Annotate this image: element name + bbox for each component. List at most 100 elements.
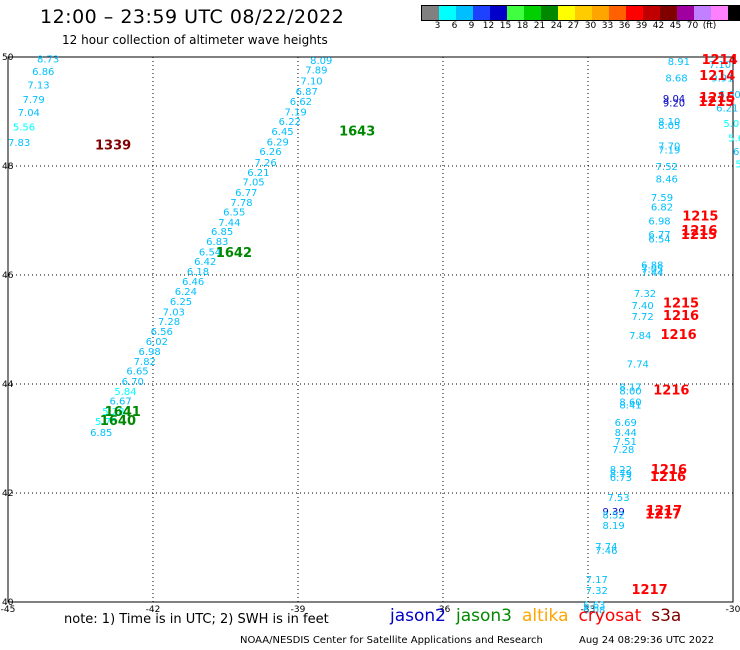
wave-height-reading: 6.21: [716, 104, 738, 115]
wave-height-reading: 9.04: [663, 94, 685, 105]
wave-height-reading: 6.08: [583, 605, 605, 616]
wave-height-reading: 7.84: [629, 331, 651, 342]
color-scale-label: 33: [601, 21, 614, 31]
wave-height-reading: 6.88: [641, 260, 663, 271]
map-frame: [7, 56, 734, 603]
color-scale-label: 45: [669, 21, 682, 31]
wave-height-reading: 6.62: [290, 97, 312, 108]
color-swatch: [660, 6, 677, 20]
wave-height-reading: 6.60: [719, 90, 740, 101]
lat-tick-label: 48: [2, 162, 14, 172]
wave-height-reading: 6.56: [151, 327, 173, 338]
wave-height-reading: 6.67: [110, 397, 132, 408]
wave-height-reading: 7.44: [641, 268, 663, 279]
pass-time-label: 1215: [681, 228, 717, 243]
map-title: 12:00 – 23:59 UTC 08/22/2022: [40, 6, 345, 28]
color-swatch: [507, 6, 524, 20]
satellite-legend-item: altika: [522, 606, 569, 626]
wave-height-reading: 6.69: [615, 418, 637, 429]
color-swatch: [711, 6, 728, 20]
wave-height-reading: 6.25: [170, 297, 192, 308]
wave-height-reading: 5.75: [95, 417, 117, 428]
wave-height-reading: 6.24: [175, 287, 197, 298]
wave-height-reading: 9.39: [603, 507, 625, 518]
pass-time-label: 1215: [682, 210, 718, 225]
lon-tick-label: -42: [146, 605, 161, 615]
wave-height-reading: 8.44: [615, 428, 637, 439]
wave-height-reading: 7.59: [651, 193, 673, 204]
color-scale-label: 15: [499, 21, 512, 31]
wave-height-reading: 6.98: [648, 216, 670, 227]
lat-tick-label: 50: [2, 53, 14, 63]
wave-height-reading: 7.83: [8, 138, 30, 149]
color-swatch: [422, 6, 439, 20]
wave-height-reading: 6.55: [223, 208, 245, 219]
pass-time-label: 1216: [651, 463, 687, 478]
wave-height-reading: 7.13: [27, 81, 49, 92]
wave-height-reading: 8.10: [658, 117, 680, 128]
pass-time-label: 1215: [663, 297, 699, 312]
wave-height-reading: 8.17: [619, 383, 641, 394]
lon-tick-label: -36: [436, 605, 451, 615]
color-scale-label: 3: [434, 21, 441, 31]
wave-height-reading: 7.52: [656, 162, 678, 173]
units-note: note: 1) Time is in UTC; 2) SWH is in fe…: [64, 612, 329, 627]
wave-height-reading: 7.28: [612, 445, 634, 456]
wave-height-reading: 6.73: [610, 473, 632, 484]
wave-height-reading: 7.17: [586, 575, 608, 586]
color-swatch: [694, 6, 711, 20]
wave-height-reading: 6.65: [126, 367, 148, 378]
wave-height-reading: 8.79: [610, 469, 632, 480]
lon-tick-label: -33: [581, 605, 596, 615]
wave-height-reading: 6.54: [199, 247, 221, 258]
color-swatch: [728, 6, 740, 20]
wave-height-reading: 7.05: [242, 178, 264, 189]
wave-height-reading: 6.18: [187, 267, 209, 278]
wave-height-reading: 5.28: [102, 407, 124, 418]
wave-height-reading: 7.74: [627, 360, 649, 371]
color-swatch: [524, 6, 541, 20]
wave-height-reading: 8.46: [656, 174, 678, 185]
wave-height-reading: 8.68: [665, 74, 687, 85]
wave-height-reading: 7.44: [218, 218, 240, 229]
wave-height-reading: 6.14: [733, 147, 740, 158]
color-swatch: [575, 6, 592, 20]
wave-height-reading: 7.46: [595, 546, 617, 557]
lat-tick-label: 46: [2, 271, 14, 281]
color-scale-label: 36: [618, 21, 631, 31]
wave-height-reading: 8.91: [668, 57, 690, 68]
wave-height-reading: 7.70: [658, 142, 680, 153]
color-swatch: [439, 6, 456, 20]
color-scale-label: 24: [550, 21, 563, 31]
wave-height-reading: 7.10: [300, 76, 322, 87]
wave-height-reading: 5.63: [728, 133, 740, 144]
color-swatch: [558, 6, 575, 20]
pass-time-label: 1642: [216, 246, 252, 261]
wave-height-reading: 6.70: [122, 377, 144, 388]
satellite-legend-item: s3a: [651, 606, 682, 626]
color-scale-label: 70: [686, 21, 699, 31]
color-swatch: [592, 6, 609, 20]
pass-time-label: 1643: [339, 124, 375, 139]
map-subtitle: 12 hour collection of altimeter wave hei…: [62, 33, 328, 47]
color-scale-label: 42: [652, 21, 665, 31]
color-swatch: [473, 6, 490, 20]
wave-height-reading: 6.26: [259, 147, 281, 158]
lon-tick-label: -45: [1, 605, 16, 615]
wave-height-reading: 7.32: [634, 289, 656, 300]
wave-height-reading: 8.19: [603, 521, 625, 532]
wave-height-reading: 7.19: [658, 145, 680, 156]
pass-time-label: 1215: [699, 91, 735, 106]
color-scale-label: 21: [533, 21, 546, 31]
color-scale-label: 30: [584, 21, 597, 31]
satellite-legend-item: jason2: [390, 606, 446, 626]
wave-height-reading: 8.09: [310, 56, 332, 67]
wave-height-reading: 6.46: [182, 277, 204, 288]
wave-height-reading: 6.87: [296, 87, 318, 98]
color-scale-label: 6: [451, 21, 458, 31]
pass-time-label: 1339: [95, 139, 131, 154]
wave-height-reading: 8.60: [619, 397, 641, 408]
wave-height-reading: 7.26: [255, 158, 277, 169]
pass-time-label: 1216: [663, 309, 699, 324]
